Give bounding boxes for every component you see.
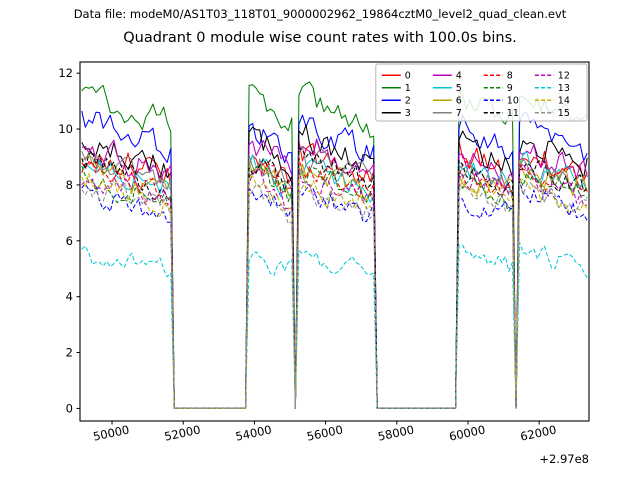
legend-label-13: 13 — [558, 83, 570, 94]
series-line-1 — [81, 81, 588, 409]
y-tick-label: 10 — [58, 122, 73, 136]
series-line-10 — [81, 180, 588, 409]
series-line-15 — [81, 181, 588, 409]
legend-label-9: 9 — [507, 83, 513, 94]
x-tick-label: 56000 — [305, 422, 344, 443]
figure-suptitle: Data file: modeM0/AS1T03_118T01_90000029… — [73, 7, 567, 21]
y-tick-label: 0 — [66, 401, 73, 415]
y-tick-label: 12 — [58, 66, 73, 80]
series-line-14 — [81, 171, 588, 409]
legend-label-2: 2 — [405, 96, 411, 107]
legend-background — [375, 63, 588, 122]
x-tick-label: 60000 — [448, 422, 487, 443]
legend-label-10: 10 — [507, 96, 519, 107]
series-line-7 — [81, 146, 588, 409]
legend-label-5: 5 — [456, 83, 462, 94]
legend-label-11: 11 — [507, 108, 519, 119]
series-line-13 — [81, 241, 588, 409]
series-line-5 — [81, 151, 588, 409]
legend-label-14: 14 — [558, 96, 570, 107]
x-tick-label: 52000 — [163, 422, 202, 443]
legend-label-4: 4 — [456, 71, 462, 82]
y-tick-label: 4 — [66, 290, 73, 304]
legend-label-1: 1 — [405, 83, 411, 94]
series-line-6 — [81, 155, 588, 409]
y-tick-label: 8 — [66, 178, 73, 192]
y-tick-label: 2 — [66, 346, 73, 360]
y-tick-label: 6 — [66, 234, 73, 248]
x-tick-label: 58000 — [377, 422, 416, 443]
x-tick-label: 62000 — [519, 422, 558, 443]
legend-label-3: 3 — [405, 108, 411, 119]
legend-label-8: 8 — [507, 71, 513, 82]
legend-label-0: 0 — [405, 71, 411, 82]
series-line-4 — [81, 138, 588, 409]
series-line-9 — [81, 165, 588, 409]
x-tick-label: 50000 — [92, 422, 131, 443]
series-line-3 — [81, 124, 588, 409]
legend-label-12: 12 — [558, 71, 570, 82]
legend-label-15: 15 — [558, 108, 570, 119]
axes-frame — [79, 61, 590, 422]
series-layer — [81, 81, 588, 409]
x-axis-offset-label: +2.97e8 — [539, 452, 589, 466]
legend-label-6: 6 — [456, 96, 462, 107]
page-title: Quadrant 0 module wise count rates with … — [123, 30, 517, 46]
x-tick-label: 54000 — [234, 422, 273, 443]
series-line-2 — [81, 110, 588, 409]
legend-label-7: 7 — [456, 108, 462, 119]
